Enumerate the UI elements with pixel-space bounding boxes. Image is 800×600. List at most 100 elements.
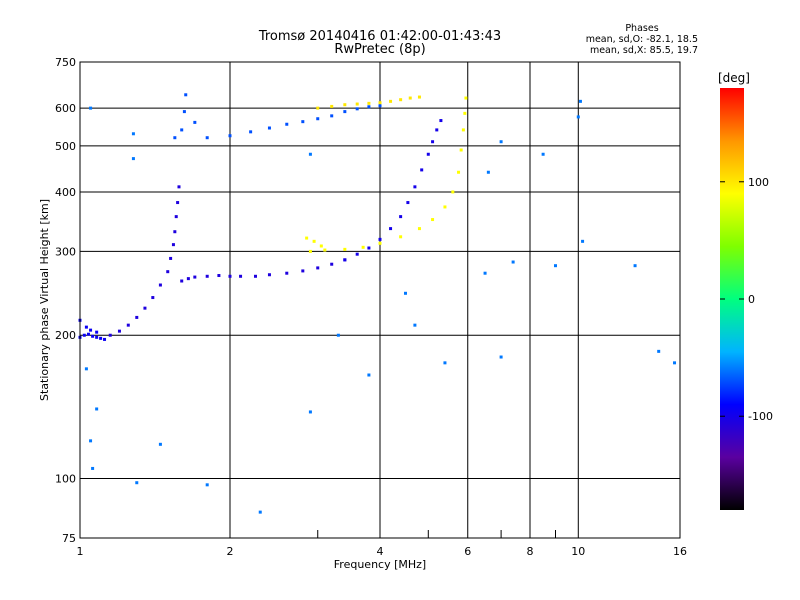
data-point (249, 130, 253, 134)
y-tick-label: 600 (55, 102, 76, 115)
data-point (228, 274, 232, 278)
data-point (330, 104, 334, 108)
data-points (78, 93, 677, 514)
y-axis-label: Stationary phase Virtual Height [km] (38, 199, 51, 401)
x-tick-label: 16 (673, 545, 687, 558)
data-point (330, 262, 334, 266)
chart-title: Tromsø 20140416 01:42:00-01:43:43 (258, 29, 501, 44)
x-tick-label: 6 (464, 545, 471, 558)
y-tick-label: 500 (55, 140, 76, 153)
data-point (576, 115, 580, 119)
data-point (408, 96, 412, 100)
data-point (426, 152, 430, 156)
data-point (417, 95, 421, 99)
data-point (308, 249, 312, 253)
data-point (126, 323, 130, 327)
colorbar-ticks: 100 0 -100 (720, 176, 773, 423)
data-point (399, 98, 403, 102)
data-point (217, 274, 221, 278)
data-point (413, 323, 417, 327)
data-point (378, 104, 382, 108)
data-point (239, 274, 243, 278)
data-point (378, 237, 382, 241)
data-point (343, 103, 347, 107)
data-point (186, 277, 190, 281)
data-point (330, 114, 334, 118)
data-point (95, 330, 99, 334)
data-point (305, 236, 309, 240)
data-point (461, 128, 465, 132)
chart-subtitle: RwPretec (8p) (334, 42, 425, 57)
data-point (439, 119, 443, 123)
data-point (499, 140, 503, 144)
data-point (158, 442, 162, 446)
data-point (301, 120, 305, 124)
data-point (131, 132, 135, 136)
x-tick-labels: 1 2 4 6 8 10 16 (77, 545, 688, 558)
data-point (355, 252, 359, 256)
data-point (205, 274, 209, 278)
data-point (499, 355, 503, 359)
data-point (355, 102, 359, 106)
y-tick-label: 750 (55, 56, 76, 69)
data-point (95, 407, 99, 411)
data-point (86, 332, 90, 336)
data-point (378, 101, 382, 105)
data-point (367, 101, 371, 105)
data-point (361, 245, 365, 249)
data-point (413, 185, 417, 189)
data-point (285, 122, 289, 126)
data-point (184, 93, 188, 97)
data-point (143, 306, 147, 310)
y-tick-label: 75 (62, 532, 76, 545)
data-point (301, 269, 305, 273)
data-point (177, 185, 181, 189)
data-point (406, 201, 410, 205)
data-point (228, 134, 232, 138)
colorbar-label: [deg] (718, 71, 750, 85)
data-point (180, 279, 184, 283)
data-point (95, 335, 99, 339)
data-point (84, 325, 88, 329)
data-point (483, 271, 487, 275)
data-point (355, 107, 359, 111)
data-point (166, 270, 170, 274)
data-point (673, 361, 677, 365)
data-point (169, 256, 173, 260)
data-point (464, 96, 468, 100)
data-point (103, 337, 107, 341)
data-point (267, 126, 271, 130)
data-point (403, 291, 407, 295)
y-tick-labels: 75 100 200 300 400 500 600 750 (55, 56, 76, 545)
data-point (367, 373, 371, 377)
data-point (180, 128, 184, 132)
data-point (511, 260, 515, 264)
data-point (171, 243, 175, 247)
data-point (285, 271, 289, 275)
data-point (135, 481, 139, 485)
data-point (578, 99, 582, 103)
stats-line-o: mean, sd,O: -82.1, 18.5 (586, 34, 698, 45)
data-point (431, 218, 435, 222)
data-point (343, 258, 347, 262)
data-point (343, 110, 347, 114)
data-point (399, 215, 403, 219)
stats-heading: Phases (625, 23, 658, 34)
x-tick-label: 8 (527, 545, 534, 558)
data-point (633, 264, 637, 268)
data-point (336, 333, 340, 337)
data-point (399, 235, 403, 239)
colorbar-tick-label: 0 (748, 293, 755, 306)
data-point (158, 283, 162, 287)
data-point (435, 128, 439, 132)
data-point (89, 106, 93, 110)
data-point (176, 201, 180, 205)
data-point (117, 329, 121, 333)
data-point (443, 205, 447, 209)
y-tick-label: 400 (55, 186, 76, 199)
x-tick-label: 4 (377, 545, 384, 558)
data-point (193, 275, 197, 279)
data-point (323, 248, 327, 252)
plot-frame (79, 61, 681, 539)
